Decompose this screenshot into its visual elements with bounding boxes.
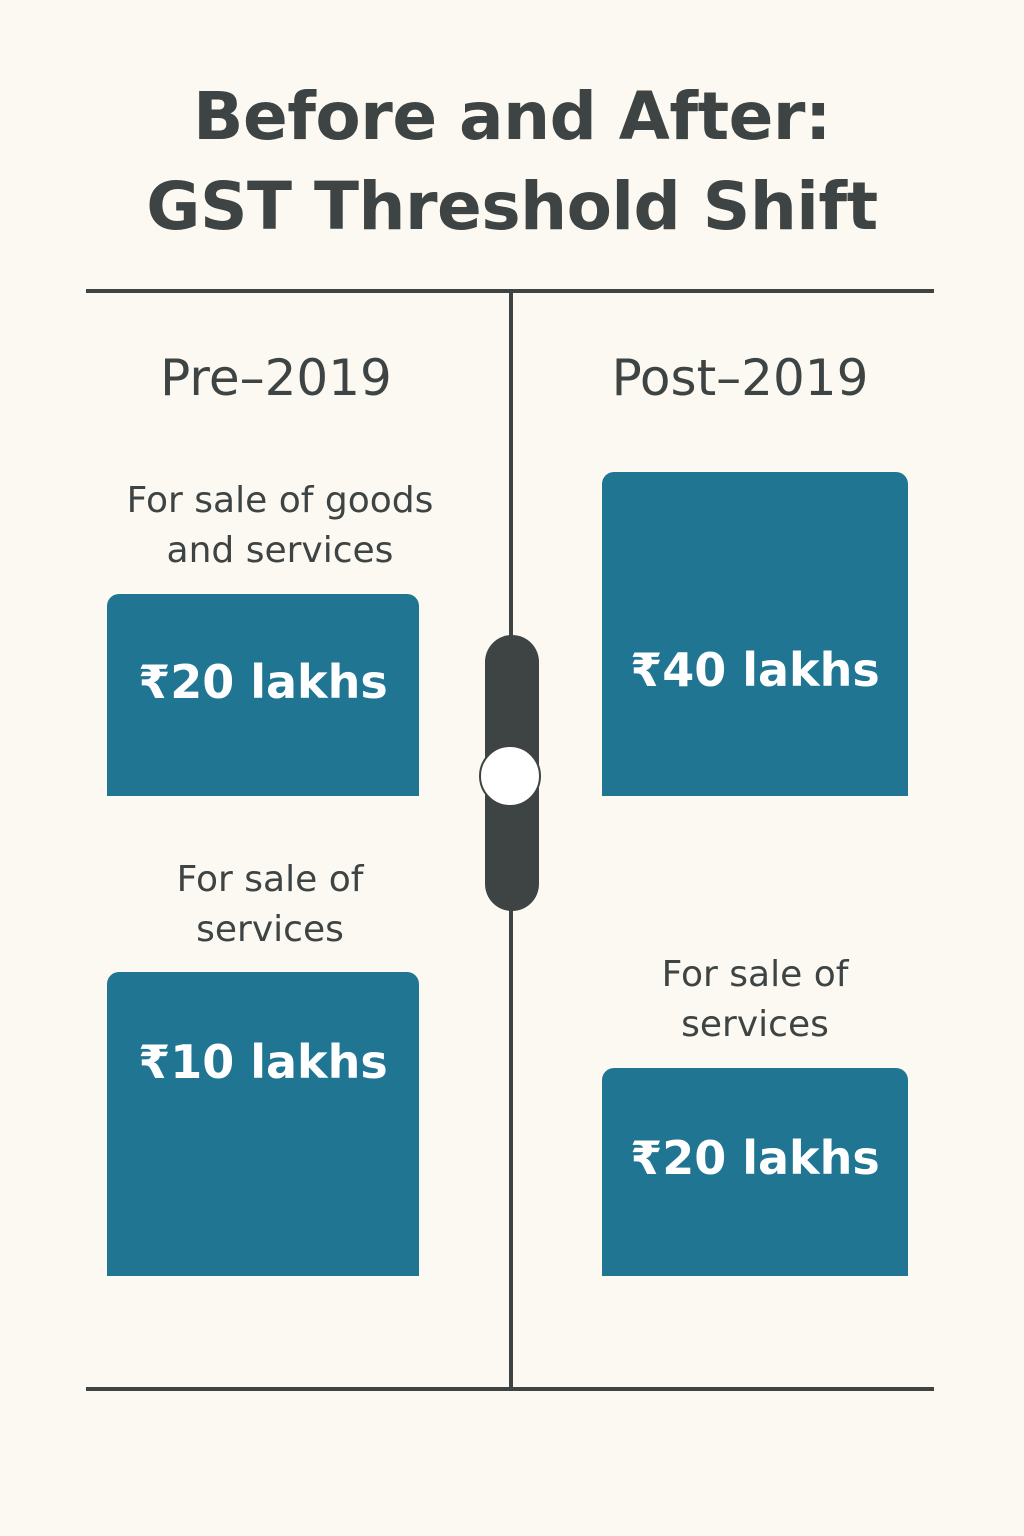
post-goods-services-box: ₹40 lakhs: [602, 472, 908, 796]
post-services-label: For sale of services: [661, 954, 849, 1045]
title-line-1: Before and After:: [193, 78, 831, 155]
pre-services-box: ₹10 lakhs: [107, 972, 419, 1276]
post-goods-services-amount: ₹40 lakhs: [630, 643, 880, 697]
pre-goods-services-box: ₹20 lakhs: [107, 594, 419, 796]
pre-services-label: For sale of services: [176, 859, 364, 950]
pre-2019-heading: Pre–2019: [160, 349, 392, 407]
pre-goods-services-amount: ₹20 lakhs: [138, 655, 388, 709]
pre-services-amount: ₹10 lakhs: [138, 1035, 388, 1089]
post-services-amount: ₹20 lakhs: [630, 1131, 880, 1185]
post-services-box: ₹20 lakhs: [602, 1068, 908, 1276]
comparison-slider-handle[interactable]: [479, 745, 541, 807]
bottom-divider: [86, 1387, 934, 1391]
post-2019-heading: Post–2019: [611, 349, 869, 407]
title-line-2: GST Threshold Shift: [146, 168, 878, 245]
pre-goods-services-label: For sale of goods and services: [126, 480, 434, 571]
page-title: Before and After: GST Threshold Shift: [0, 72, 1024, 252]
